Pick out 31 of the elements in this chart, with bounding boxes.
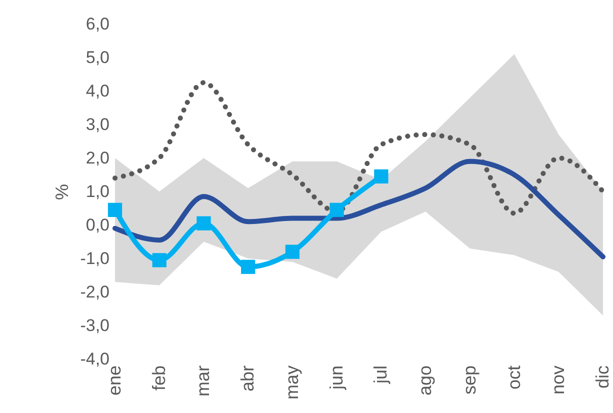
x-tick-label: mar [193,365,214,396]
y-axis-title: % [52,184,72,200]
x-tick-label: feb [148,366,169,391]
y-tick-label: -3,0 [80,316,110,335]
y-tick-label: 0,0 [86,216,110,234]
point [330,202,344,217]
point [285,244,300,259]
y-tick-label: -4,0 [80,350,110,368]
y-tick-label: 4,0 [86,82,110,100]
x-tick-label: ene [104,366,124,396]
x-tick-label: oct [504,366,524,390]
y-tick-label: 1,0 [86,182,110,201]
point [241,260,256,274]
y-tick-label: -1,0 [80,249,110,268]
x-tick-label: ago [415,366,436,396]
y-tick-label: 3,0 [86,115,110,134]
x-tick-label: may [282,366,302,400]
x-tick-label: jun [326,366,346,391]
y-tick-label: 2,0 [86,148,110,168]
x-tick-label: nov [548,366,568,395]
point [152,253,166,268]
x-tick-label: abr [238,365,258,392]
x-tick-label: jul [370,366,391,385]
y-tick-label: -2,0 [80,282,110,302]
x-tick-label: sep [459,366,480,395]
y-tick-label: 6,0 [86,14,110,34]
x-tick-label: dic [592,366,612,389]
point [374,169,388,184]
point [108,202,122,217]
point [196,216,211,230]
y-tick-label: 5,0 [86,48,110,67]
